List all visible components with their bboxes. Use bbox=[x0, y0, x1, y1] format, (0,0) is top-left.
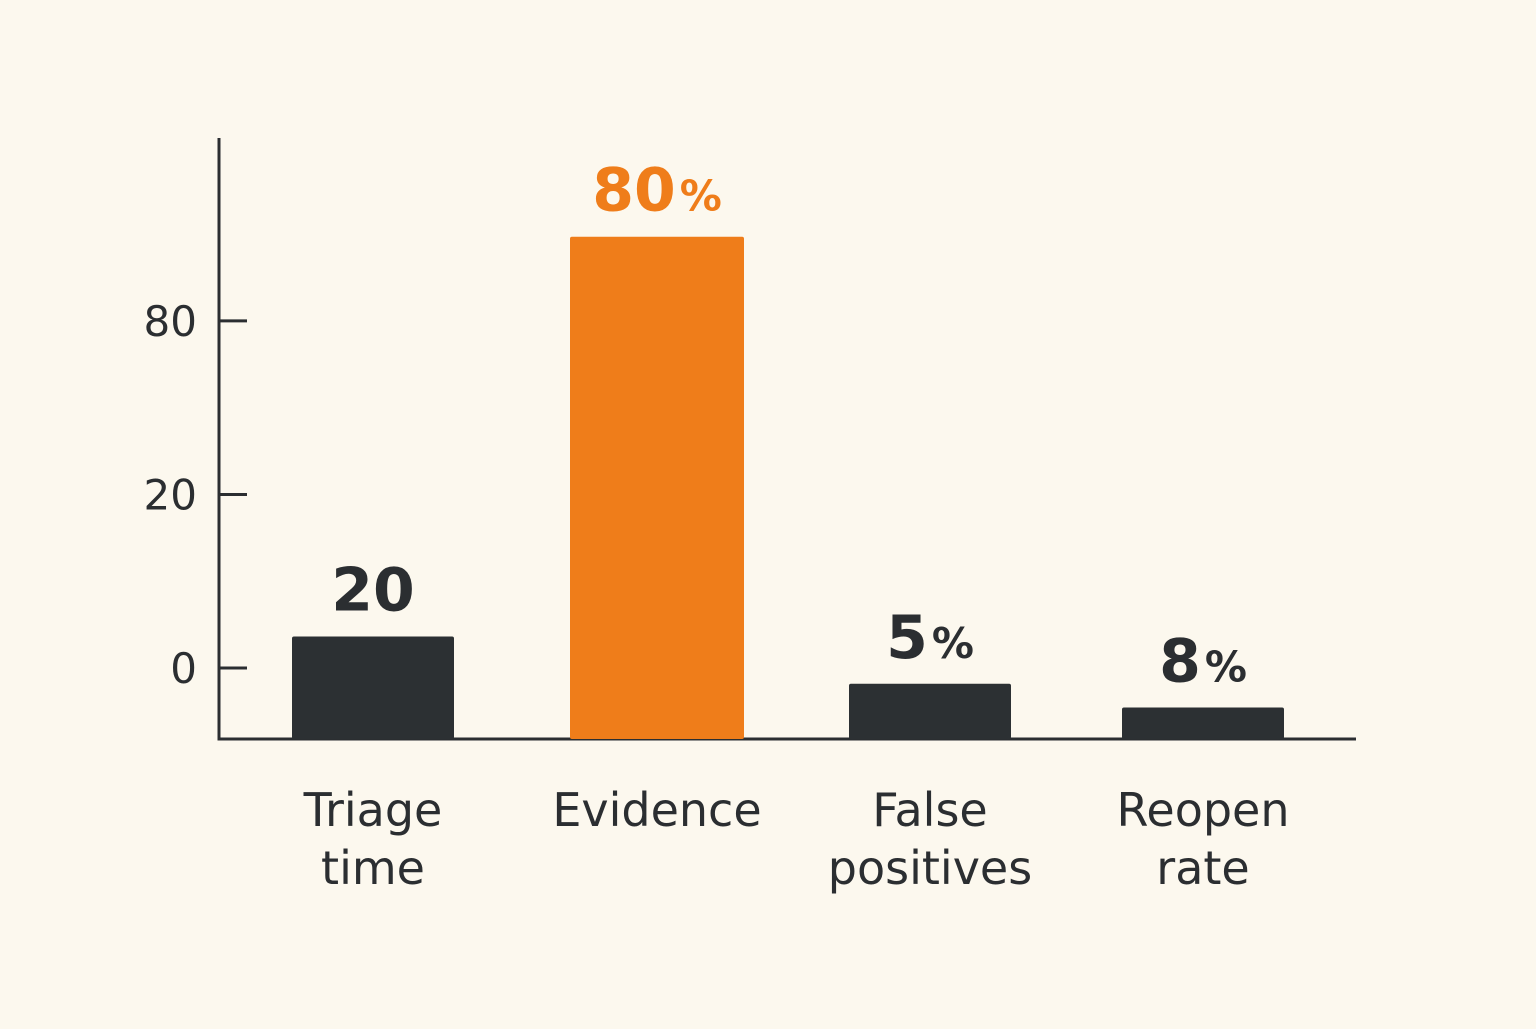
bar bbox=[570, 236, 744, 740]
bar bbox=[849, 683, 1011, 739]
bar bbox=[1122, 707, 1284, 739]
bar-value-label: 5% bbox=[886, 603, 974, 673]
x-category-label: Evidence bbox=[552, 783, 761, 837]
x-category-label: Triage time bbox=[303, 783, 443, 895]
y-tick-label: 20 bbox=[144, 470, 197, 519]
bar-value-label: 20 bbox=[331, 555, 415, 625]
y-tick-label: 0 bbox=[170, 644, 197, 693]
x-category-label: Reopen rate bbox=[1117, 783, 1290, 895]
x-category-label: False positives bbox=[828, 783, 1032, 895]
bar bbox=[292, 636, 454, 739]
bar-value-label: 8% bbox=[1159, 626, 1247, 696]
y-tick-label: 80 bbox=[144, 297, 197, 346]
bar-value-label: 80% bbox=[592, 156, 722, 226]
